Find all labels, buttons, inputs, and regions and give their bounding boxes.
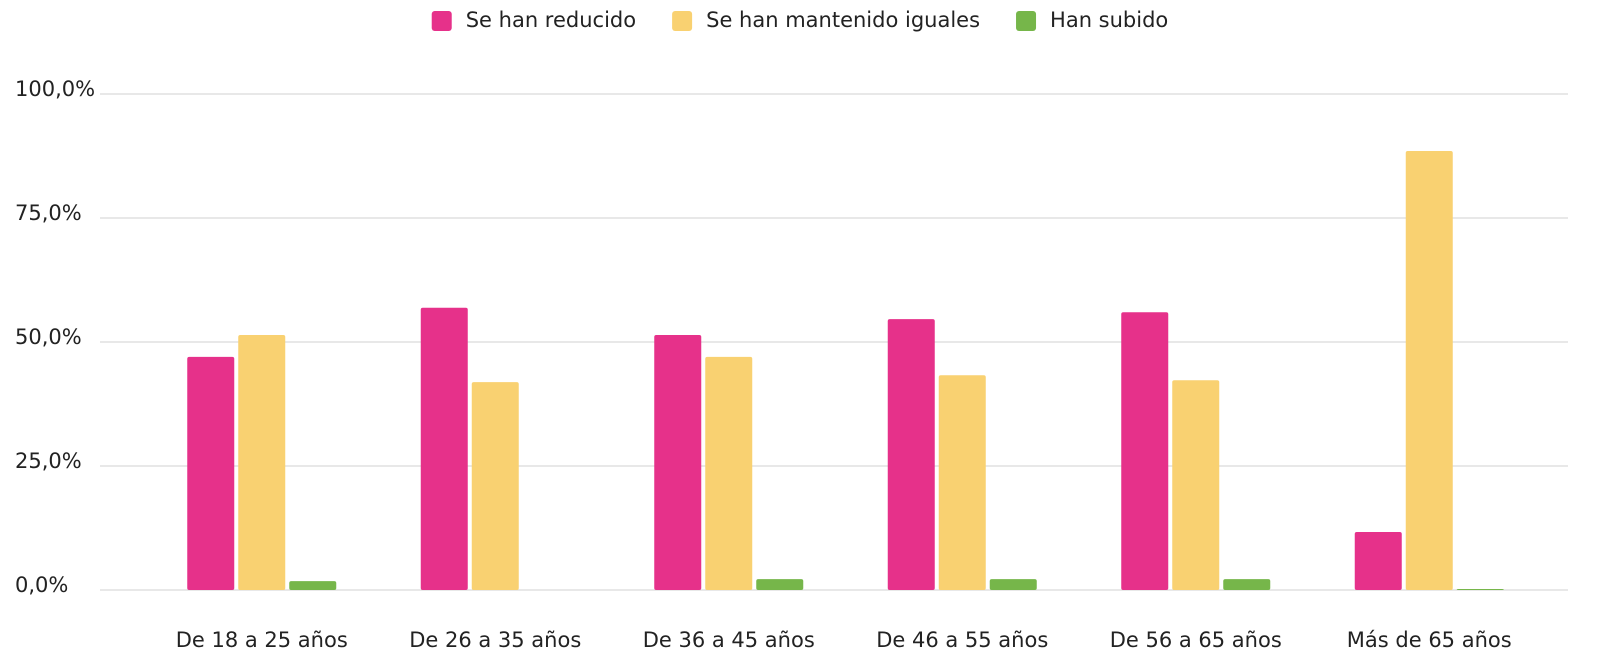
y-tick-label: 0,0% <box>15 573 68 597</box>
x-tick-label: De 46 a 55 años <box>876 628 1048 652</box>
legend-label: Han subido <box>1050 8 1168 32</box>
legend-swatch <box>431 11 452 31</box>
bar <box>289 581 337 590</box>
x-tick-label: De 18 a 25 años <box>176 628 348 652</box>
bar <box>938 375 986 590</box>
bar <box>1223 579 1271 590</box>
bar <box>654 335 702 590</box>
bar <box>420 307 468 590</box>
y-tick-label: 75,0% <box>15 201 82 225</box>
x-tick-label: De 56 a 65 años <box>1110 628 1282 652</box>
bar <box>471 382 519 590</box>
bar <box>238 335 286 590</box>
x-tick-label: Más de 65 años <box>1347 628 1512 652</box>
bar <box>705 356 753 590</box>
legend-label: Se han reducido <box>466 8 636 32</box>
bar <box>1354 531 1402 590</box>
bar <box>1405 151 1453 591</box>
legend-swatch <box>1016 11 1037 31</box>
legend-swatch <box>672 11 693 31</box>
bar <box>187 356 235 590</box>
bar <box>756 579 804 590</box>
x-tick-label: De 26 a 35 años <box>409 628 581 652</box>
y-tick-label: 100,0% <box>15 77 95 101</box>
bar <box>989 579 1037 590</box>
bar <box>1456 589 1504 590</box>
legend-label: Se han mantenido iguales <box>706 8 980 32</box>
x-tick-label: De 36 a 45 años <box>643 628 815 652</box>
y-tick-label: 25,0% <box>15 449 82 473</box>
bar <box>887 319 935 590</box>
y-tick-label: 50,0% <box>15 325 82 349</box>
bar <box>1121 312 1169 590</box>
bar <box>1172 380 1220 590</box>
